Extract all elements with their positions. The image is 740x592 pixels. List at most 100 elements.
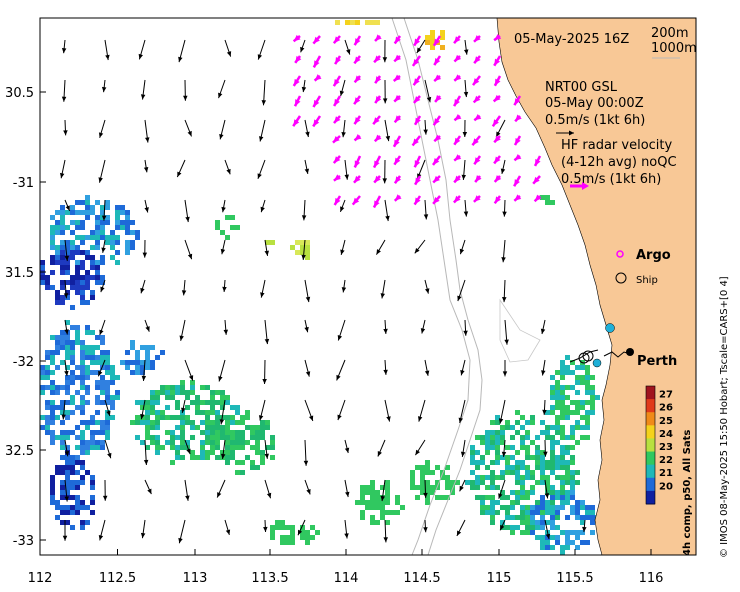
sst-pixel <box>550 470 555 475</box>
sst-pixel <box>515 410 520 415</box>
sst-pixel <box>170 460 175 465</box>
sst-pixel <box>50 335 55 340</box>
sst-pixel <box>70 340 75 345</box>
sst-pixel <box>80 405 85 410</box>
sst-pixel <box>210 430 215 435</box>
x-tick-label: 114.5 <box>403 571 440 586</box>
sst-pixel <box>515 465 520 470</box>
sst-pixel <box>80 445 85 450</box>
sst-pixel <box>470 480 475 485</box>
sst-pixel <box>530 505 535 510</box>
hf-arrow-icon <box>453 54 462 63</box>
sst-pixel <box>535 500 540 505</box>
sst-pixel <box>560 365 565 370</box>
sst-pixel <box>585 410 590 415</box>
sst-pixel <box>495 455 500 460</box>
sst-pixel <box>100 235 105 240</box>
sst-pixel <box>560 465 565 470</box>
sst-pixel <box>215 410 220 415</box>
sst-pixel <box>155 415 160 420</box>
colorbar-title: 4h comp, p50, All Sats <box>682 430 693 556</box>
velocity-arrow-icon <box>179 319 186 341</box>
sst-pixel <box>200 420 205 425</box>
sst-pixel <box>70 305 75 310</box>
velocity-arrow-icon <box>140 79 146 100</box>
sst-pixel <box>230 415 235 420</box>
sst-pixel <box>295 250 300 255</box>
sst-pixel <box>425 470 430 475</box>
sst-pixel <box>525 445 530 450</box>
sst-pixel <box>315 530 320 535</box>
sst-pixel <box>80 210 85 215</box>
sst-pixel <box>535 525 540 530</box>
hf-arrow-icon <box>493 175 502 183</box>
sst-pixel <box>540 460 545 465</box>
sst-pixel <box>145 435 150 440</box>
sst-pixel <box>50 360 55 365</box>
sst-pixel <box>140 370 145 375</box>
sst-pixel <box>540 510 545 515</box>
sst-pixel <box>305 535 310 540</box>
sst-pixel <box>355 500 360 505</box>
sst-pixel <box>210 420 215 425</box>
velocity-arrow-icon <box>344 479 350 498</box>
sst-pixel <box>135 230 140 235</box>
sst-pixel <box>565 405 570 410</box>
velocity-arrow-icon <box>101 199 107 221</box>
sst-pixel <box>95 215 100 220</box>
sst-pixel <box>75 390 80 395</box>
sst-pixel <box>370 520 375 525</box>
sst-pixel <box>485 430 490 435</box>
hf-arrow-icon <box>473 35 481 43</box>
velocity-arrow-icon <box>582 519 587 533</box>
sst-pixel <box>45 370 50 375</box>
sst-pixel <box>545 200 550 205</box>
sst-pixel <box>90 260 95 265</box>
sst-pixel <box>175 390 180 395</box>
sst-pixel <box>115 395 120 400</box>
velocity-arrow-icon <box>383 519 388 543</box>
velocity-arrow-icon <box>301 239 306 260</box>
sst-pixel <box>145 405 150 410</box>
sst-pixel <box>500 470 505 475</box>
sst-pixel <box>570 430 575 435</box>
sst-pixel <box>95 220 100 225</box>
sst-pixel <box>570 485 575 490</box>
colorbar-tick-label: 21 <box>659 468 673 479</box>
velocity-arrow-icon <box>257 159 266 179</box>
sst-pixel <box>220 230 225 235</box>
sst-pixel <box>360 510 365 515</box>
velocity-arrow-icon <box>544 479 550 499</box>
sst-pixel <box>380 500 385 505</box>
sst-pixel <box>375 505 380 510</box>
velocity-arrow-icon <box>341 119 346 138</box>
sst-pixel <box>550 490 555 495</box>
sst-pixel <box>105 430 110 435</box>
sst-pixel <box>110 380 115 385</box>
sst-pixel <box>60 410 65 415</box>
sst-pixel <box>580 500 585 505</box>
sst-pixel <box>75 220 80 225</box>
hf-arrow-icon <box>292 75 302 87</box>
sst-pixel <box>520 415 525 420</box>
hf-arrow-icon <box>393 175 402 184</box>
y-tick-label: 31.5 <box>5 266 34 281</box>
sst-pixel <box>75 455 80 460</box>
sst-pixel <box>550 485 555 490</box>
velocity-arrow-icon <box>297 519 306 536</box>
sst-pixel <box>225 235 230 240</box>
sst-pixel <box>65 475 70 480</box>
sst-pixel <box>95 410 100 415</box>
sst-pixel <box>520 515 525 520</box>
sst-pixel <box>205 415 210 420</box>
sst-pixel <box>85 250 90 255</box>
velocity-arrow-icon <box>260 199 266 213</box>
sst-pixel <box>135 370 140 375</box>
sst-pixel <box>290 540 295 545</box>
sst-pixel <box>570 455 575 460</box>
sst-pixel <box>220 395 225 400</box>
sst-pixel <box>135 235 140 240</box>
sst-pixel <box>65 345 70 350</box>
sst-pixel <box>75 375 80 380</box>
